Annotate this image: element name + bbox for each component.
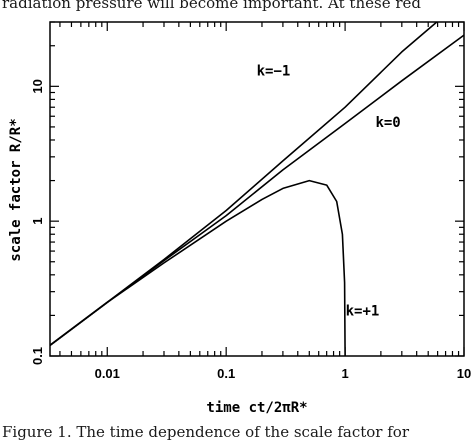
plot-frame — [49, 21, 465, 357]
y-axis-label: scale factor R/R* — [8, 118, 24, 261]
ticks-layer: 0.01 0.1 1 10 0.1 1 10 — [30, 21, 471, 381]
curve-label-1: k=0 — [375, 115, 400, 131]
series-layer — [49, 21, 465, 357]
x-tick-label: 0.01 — [95, 366, 120, 381]
x-tick-label: 10 — [457, 366, 471, 381]
y-tick-label: 1 — [30, 218, 45, 225]
page-body-text-top: radiation pressure will become important… — [2, 0, 421, 12]
x-axis-label: time ct/2πR* — [206, 400, 307, 416]
curve-label-0: k=−1 — [257, 64, 291, 80]
curve-label-2: k=+1 — [346, 303, 380, 319]
series-line-k1 — [49, 21, 438, 346]
annotation-layer: k=−1 k=0 k=+1 — [257, 64, 401, 320]
x-tick-label: 0.1 — [217, 366, 235, 381]
y-tick-label: 10 — [30, 79, 45, 93]
y-tick-label: 0.1 — [30, 347, 45, 365]
x-tick-label: 1 — [341, 366, 348, 381]
series-line-k1 — [49, 179, 346, 357]
figure-caption-text: Figure 1. The time dependence of the sca… — [2, 423, 409, 441]
